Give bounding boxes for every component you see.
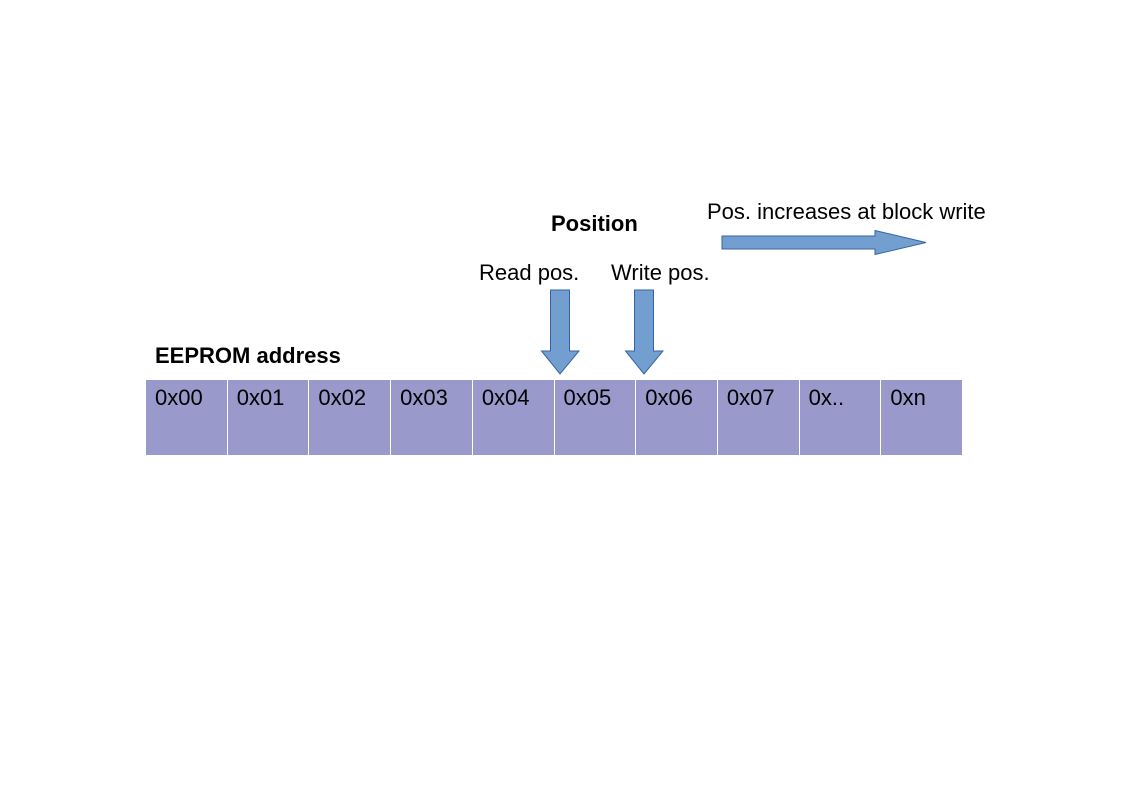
memory-cell: 0x07	[718, 380, 800, 455]
memory-cell: 0xn	[881, 380, 962, 455]
read-position-label: Read pos.	[479, 260, 580, 285]
eeprom-address-label: EEPROM address	[155, 343, 341, 368]
memory-cell: 0x03	[391, 380, 473, 455]
memory-cell-address: 0x07	[726, 385, 775, 410]
memory-cell: 0x05	[555, 380, 637, 455]
memory-cell-address: 0x03	[400, 385, 448, 410]
eeprom-memory-row: 0x00 0x01 0x02 0x03 0x04 0x05 0x06 0x07 …	[146, 380, 962, 455]
memory-cell-address: 0x06	[645, 385, 693, 410]
write-position-label: Write pos.	[611, 260, 710, 285]
position-increase-label: Pos. increases at block write	[707, 199, 986, 224]
memory-cell-address: 0x02	[318, 385, 367, 410]
memory-cell-address: 0x01	[236, 385, 285, 410]
memory-cell-address: 0x00	[155, 385, 203, 410]
memory-cell-address: 0xn	[890, 385, 926, 410]
memory-cell: 0x02	[309, 380, 392, 455]
write-position-down-arrow-icon	[624, 289, 665, 375]
memory-cell: 0x04	[473, 380, 555, 455]
memory-cell: 0x..	[800, 380, 882, 455]
memory-cell-address: 0x..	[808, 385, 845, 410]
right-arrow-icon	[721, 229, 927, 256]
read-position-down-arrow-icon	[540, 289, 581, 375]
memory-cell: 0x06	[636, 380, 718, 455]
memory-cell: 0x01	[228, 380, 310, 455]
memory-cell-address: 0x05	[563, 385, 612, 410]
memory-cell-address: 0x04	[481, 385, 530, 410]
memory-cell: 0x00	[146, 380, 228, 455]
position-title: Position	[551, 211, 638, 236]
